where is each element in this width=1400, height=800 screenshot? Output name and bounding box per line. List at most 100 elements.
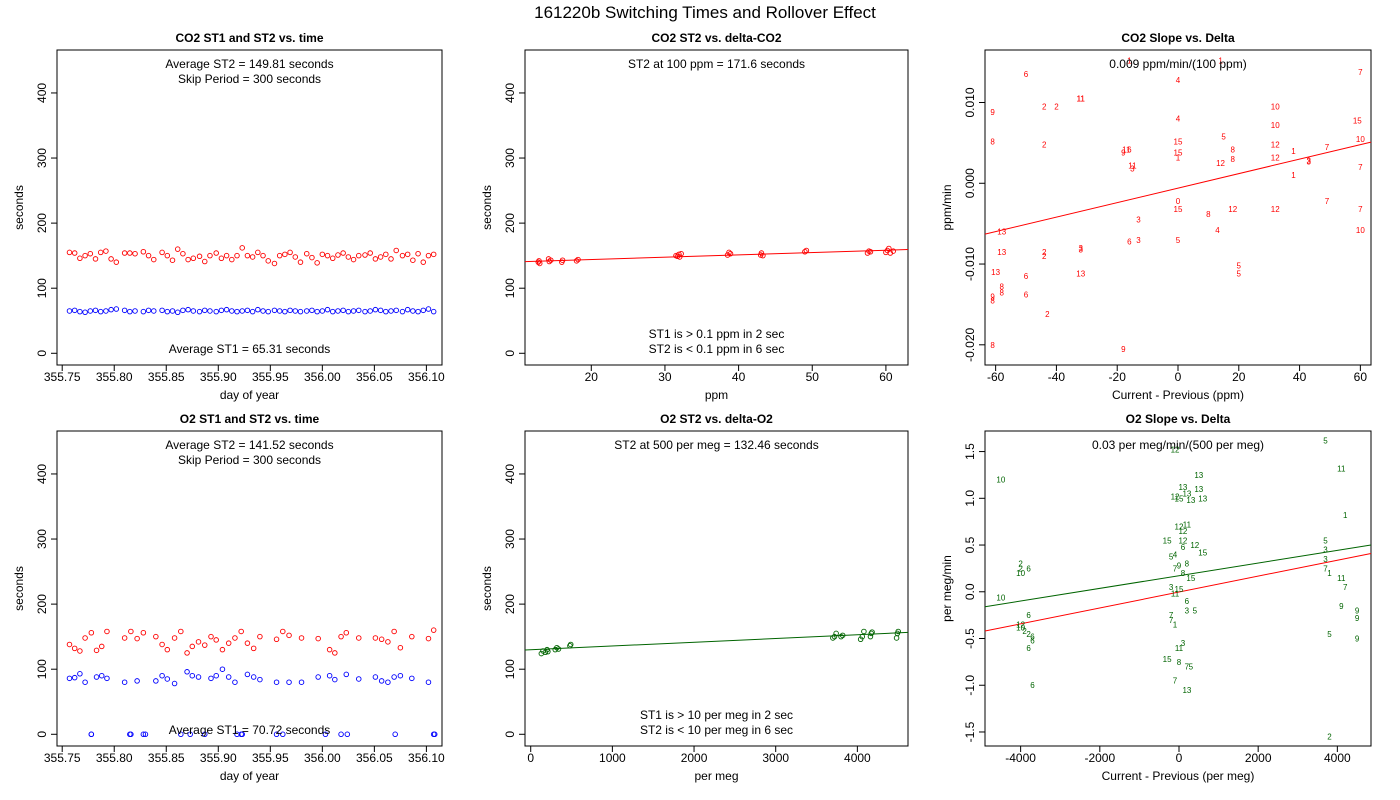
y-tick-label: 0 (35, 731, 49, 738)
data-point-label: 0 (1176, 197, 1181, 206)
data-point (575, 256, 581, 263)
y-axis-label: seconds (480, 185, 494, 230)
data-point (174, 246, 181, 252)
y-axis-label: ppm/min (940, 184, 954, 230)
data-point (239, 245, 245, 251)
data-point (838, 633, 844, 640)
series-st1 (66, 666, 438, 738)
data-point-label: 11 (1077, 94, 1086, 103)
y-tick-label: 0.5 (963, 536, 977, 553)
data-point (340, 250, 346, 256)
data-point (104, 675, 110, 682)
data-point (280, 628, 286, 635)
x-tick-label: 30 (658, 370, 672, 384)
annotation: Skip Period = 300 seconds (178, 72, 321, 86)
data-point (280, 731, 286, 738)
data-point-label: 9 (990, 292, 995, 301)
data-point (329, 255, 336, 262)
panel-title: CO2 ST1 and ST2 vs. time (175, 31, 323, 45)
data-point (286, 679, 292, 685)
data-point (234, 252, 240, 259)
data-point (340, 307, 346, 314)
data-point-label: 12 (1171, 492, 1180, 501)
data-point (392, 731, 398, 738)
data-point-label: 5 (1189, 663, 1194, 672)
data-point (393, 247, 399, 254)
y-tick-label: -0.5 (963, 628, 977, 649)
data-point (345, 308, 352, 315)
series-st2 (66, 245, 437, 267)
data-point (315, 674, 321, 680)
data-point (383, 308, 389, 315)
x-tick-label: 356.10 (408, 751, 445, 765)
data-point (207, 308, 213, 314)
data-point-label: 12 (1271, 205, 1280, 214)
data-point (121, 307, 128, 314)
data-point-label: 7 (1323, 564, 1328, 573)
data-point (164, 252, 171, 259)
data-point (244, 671, 251, 678)
data-point (190, 308, 197, 314)
data-point-label: 12 (1171, 446, 1180, 455)
y-tick-label: 1.0 (963, 490, 977, 507)
data-point-label: 6 (1030, 636, 1035, 645)
annotation: ST1 is > 10 per meg in 2 sec (640, 708, 793, 722)
data-point-label: 7 (1185, 663, 1190, 672)
data-point-label: 6 (1030, 633, 1035, 642)
data-point (356, 252, 362, 259)
data-point (335, 252, 341, 258)
panels-container: CO2 ST1 and ST2 vs. time 355.75 355.80 355.… (12, 31, 1372, 783)
data-point (145, 252, 152, 259)
data-point (121, 250, 128, 256)
x-tick-label: 60 (879, 370, 893, 384)
data-point (153, 633, 159, 640)
data-point (391, 628, 397, 635)
data-point (425, 252, 432, 259)
data-point-label: 3 (1130, 165, 1135, 174)
data-point (309, 307, 315, 314)
data-point (164, 646, 171, 653)
x-tick-label: 356.05 (356, 370, 393, 384)
panel-1: CO2 ST1 and ST2 vs. time 355.75 355.80 355.… (12, 31, 445, 402)
data-point (385, 639, 391, 645)
x-tick-label: 1000 (599, 751, 626, 765)
data-point (356, 307, 362, 314)
data-point-label: 7 (1325, 143, 1330, 152)
data-point (391, 674, 397, 680)
data-point-label: 8 (1181, 569, 1186, 578)
x-tick-label: -20 (1109, 370, 1127, 384)
data-point (190, 255, 197, 262)
data-point (678, 250, 684, 257)
y-tick-label: 0 (35, 350, 49, 357)
data-point-label: 12 (1178, 527, 1187, 536)
x-tick-label: 355.80 (96, 751, 133, 765)
data-point (397, 644, 404, 651)
x-tick-label: 356.10 (408, 370, 445, 384)
annotation: 0.03 per meg/min/(500 per meg) (1092, 438, 1264, 452)
data-point-label: 3 (1079, 244, 1084, 253)
data-point-label: 11 (1337, 464, 1346, 473)
plot-frame (56, 49, 443, 366)
data-point (164, 308, 171, 315)
data-point-label: 8 (999, 283, 1004, 292)
data-point-label: 5 (1323, 536, 1328, 545)
data-point-label: 15 (1163, 655, 1172, 664)
data-point (202, 731, 208, 738)
data-point (77, 255, 83, 262)
data-point (303, 250, 310, 257)
data-point-label: 4 (1173, 550, 1178, 559)
data-point (324, 252, 331, 259)
x-tick-label: 356.05 (356, 751, 393, 765)
data-point (425, 306, 432, 312)
y-tick-label: 200 (503, 594, 517, 614)
data-point-label: 2 (1018, 564, 1023, 573)
data-point-label: 6 (1026, 564, 1031, 573)
data-point-label: 1 (1127, 57, 1132, 66)
y-tick-label: -0.010 (963, 247, 977, 281)
data-point-label: 7 (1169, 611, 1174, 620)
data-point (546, 258, 553, 265)
data-point-label: 13 (997, 228, 1006, 237)
data-point (71, 674, 78, 681)
data-point (260, 252, 266, 259)
